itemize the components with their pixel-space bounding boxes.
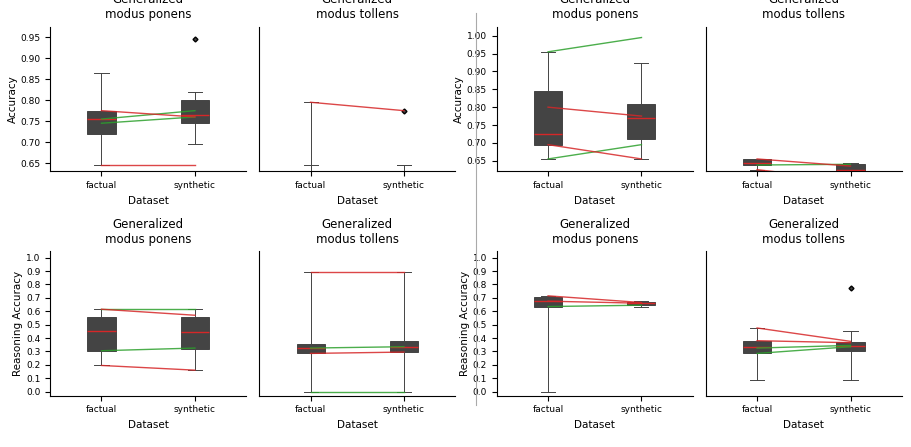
PathPatch shape (87, 111, 116, 134)
PathPatch shape (296, 344, 324, 354)
PathPatch shape (628, 104, 656, 139)
PathPatch shape (628, 302, 656, 305)
Title: Generalized
modus tollens: Generalized modus tollens (316, 218, 399, 246)
X-axis label: Dataset: Dataset (783, 420, 824, 430)
X-axis label: Dataset: Dataset (337, 420, 378, 430)
Y-axis label: Reasoning Accuracy: Reasoning Accuracy (14, 271, 23, 376)
PathPatch shape (743, 341, 771, 354)
PathPatch shape (390, 341, 418, 352)
Title: Generalized
modus tollens: Generalized modus tollens (763, 0, 845, 21)
PathPatch shape (87, 317, 116, 351)
X-axis label: Dataset: Dataset (574, 420, 615, 430)
Y-axis label: Accuracy: Accuracy (7, 75, 17, 123)
Y-axis label: Reasoning Accuracy: Reasoning Accuracy (460, 271, 470, 376)
PathPatch shape (534, 91, 562, 145)
PathPatch shape (743, 159, 771, 165)
PathPatch shape (390, 173, 418, 209)
Title: Generalized
modus ponens: Generalized modus ponens (551, 0, 638, 21)
X-axis label: Dataset: Dataset (128, 420, 169, 430)
PathPatch shape (534, 296, 562, 307)
X-axis label: Dataset: Dataset (574, 196, 615, 206)
X-axis label: Dataset: Dataset (128, 196, 169, 206)
PathPatch shape (181, 100, 209, 123)
Title: Generalized
modus ponens: Generalized modus ponens (105, 218, 191, 246)
PathPatch shape (296, 173, 324, 207)
PathPatch shape (181, 317, 209, 350)
Title: Generalized
modus tollens: Generalized modus tollens (316, 0, 399, 21)
Title: Generalized
modus ponens: Generalized modus ponens (105, 0, 191, 21)
Title: Generalized
modus ponens: Generalized modus ponens (551, 218, 638, 246)
Title: Generalized
modus tollens: Generalized modus tollens (763, 218, 845, 246)
Y-axis label: Accuracy: Accuracy (454, 75, 464, 123)
X-axis label: Dataset: Dataset (783, 196, 824, 206)
PathPatch shape (836, 164, 865, 175)
X-axis label: Dataset: Dataset (337, 196, 378, 206)
PathPatch shape (836, 342, 865, 351)
